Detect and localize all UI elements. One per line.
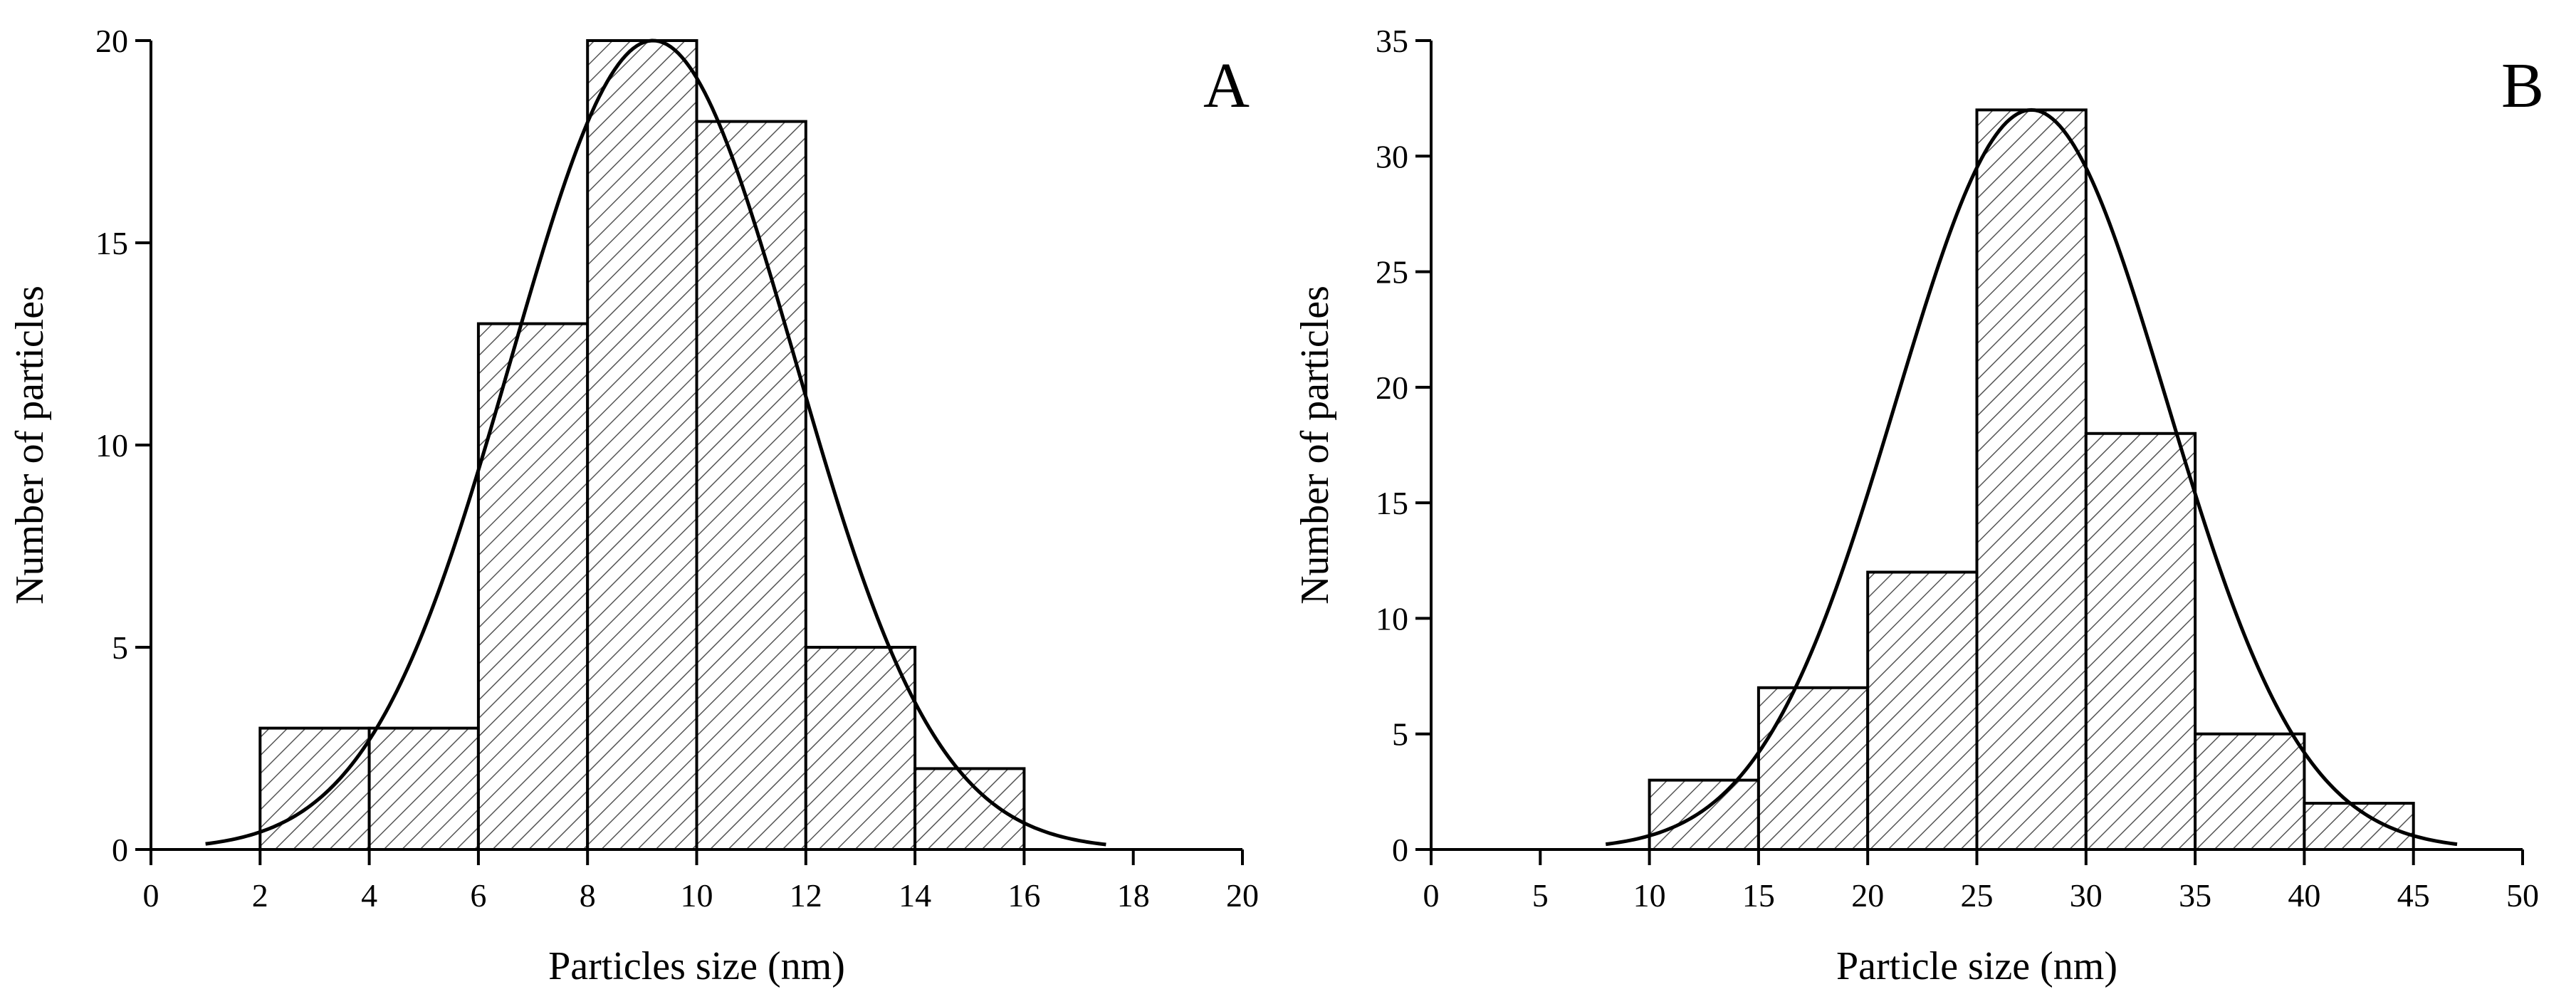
y-ticks-a: 0 5 10 15 20 (95, 23, 151, 868)
chart-panel-a: 0 2 4 6 8 10 12 14 16 18 20 0 5 10 15 20 Particles siz… (8, 23, 1259, 988)
y-tick-label-b-25: 25 (1376, 254, 1408, 291)
x-tick-label-b-50: 50 (2506, 877, 2539, 914)
x-axis-title-b: Particle size (nm) (1836, 944, 2117, 988)
histogram-bar-b-35 (2194, 732, 2306, 851)
x-tick-label-a-18: 18 (1117, 877, 1150, 914)
x-tick-label-b-10: 10 (1633, 877, 1666, 914)
histogram-bar-b-25 (1975, 108, 2088, 851)
y-tick-label-b-20: 20 (1376, 370, 1408, 406)
x-tick-label-a-4: 4 (361, 877, 377, 914)
histogram-bars-b (1648, 108, 2415, 851)
histogram-bar-a-10 (695, 120, 807, 852)
histogram-bars-a (258, 39, 1026, 852)
histogram-bar-a-8 (586, 39, 698, 851)
y-tick-label-a-0: 0 (112, 832, 128, 868)
y-tick-label-a-15: 15 (95, 225, 128, 261)
x-tick-label-b-35: 35 (2179, 877, 2211, 914)
x-tick-label-b-40: 40 (2288, 877, 2320, 914)
histogram-bar-b-15 (1756, 686, 1870, 851)
y-tick-label-b-15: 15 (1376, 485, 1408, 521)
y-tick-label-b-35: 35 (1376, 23, 1408, 59)
y-tick-label-a-5: 5 (112, 629, 128, 666)
x-tick-label-b-0: 0 (1423, 877, 1440, 914)
y-ticks-b: 0 5 10 15 20 25 30 35 (1376, 23, 1431, 868)
x-ticks-a: 0 2 4 6 8 10 12 14 16 18 20 (143, 849, 1259, 914)
histogram-bar-b-10 (1648, 778, 1760, 851)
x-tick-label-b-30: 30 (2070, 877, 2103, 914)
y-tick-label-b-5: 5 (1392, 716, 1408, 753)
x-tick-label-a-12: 12 (790, 877, 822, 914)
x-tick-label-a-8: 8 (580, 877, 596, 914)
y-axis-title-a: Number of particles (8, 286, 52, 605)
x-tick-label-b-5: 5 (1532, 877, 1549, 914)
histogram-bar-a-12 (804, 646, 917, 851)
y-tick-label-a-20: 20 (95, 23, 128, 59)
x-tick-label-b-45: 45 (2397, 877, 2430, 914)
histogram-bar-a-4 (367, 726, 480, 851)
panel-label-a: A (1203, 51, 1250, 121)
x-tick-label-b-20: 20 (1851, 877, 1884, 914)
x-tick-label-a-2: 2 (252, 877, 268, 914)
panel-label-b: B (2501, 51, 2544, 121)
histogram-bar-b-20 (1866, 570, 1979, 851)
x-tick-label-a-16: 16 (1007, 877, 1040, 914)
histogram-bar-a-6 (476, 322, 590, 852)
x-tick-label-a-20: 20 (1226, 877, 1259, 914)
gaussian-fit-curve-a (205, 38, 1106, 847)
chart-panel-b: 0 5 10 15 20 25 30 35 40 45 50 0 5 10 15 20 25 30 35 Part… (1293, 23, 2544, 988)
y-tick-label-b-0: 0 (1392, 832, 1408, 868)
x-tick-label-b-25: 25 (1961, 877, 1994, 914)
histogram-bar-b-30 (2084, 432, 2197, 851)
gaussian-fit-curve-b (1605, 108, 2458, 847)
y-tick-label-b-30: 30 (1376, 138, 1408, 174)
x-ticks-b: 0 5 10 15 20 25 30 35 40 45 50 (1423, 849, 2539, 914)
y-axis-title-b: Number of particles (1293, 286, 1337, 605)
x-tick-label-a-0: 0 (143, 877, 159, 914)
x-tick-label-a-10: 10 (681, 877, 713, 914)
y-tick-label-b-10: 10 (1376, 600, 1408, 637)
y-tick-label-a-10: 10 (95, 427, 128, 464)
x-axis-title-a: Particles size (nm) (548, 944, 845, 988)
histogram-bar-a-2 (258, 726, 371, 851)
x-tick-label-a-14: 14 (899, 877, 931, 914)
x-tick-label-a-6: 6 (470, 877, 486, 914)
x-tick-label-b-15: 15 (1742, 877, 1775, 914)
